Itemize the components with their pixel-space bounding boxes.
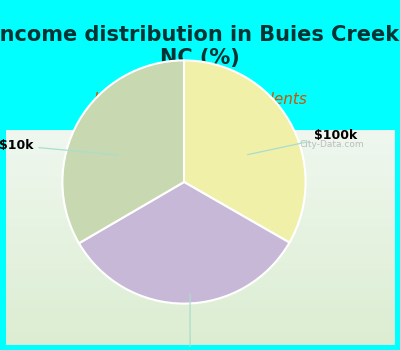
Wedge shape <box>79 182 290 303</box>
Text: Income distribution in Buies Creek,
NC (%): Income distribution in Buies Creek, NC (… <box>0 25 400 68</box>
Text: Hispanic or Latino residents: Hispanic or Latino residents <box>94 92 306 107</box>
Wedge shape <box>62 61 184 243</box>
Text: $10k: $10k <box>0 139 118 155</box>
Wedge shape <box>184 61 306 243</box>
Text: $100k: $100k <box>248 129 358 155</box>
Text: ⊙: ⊙ <box>278 139 286 149</box>
Text: City-Data.com: City-Data.com <box>300 140 365 149</box>
Text: $20k: $20k <box>173 294 207 350</box>
